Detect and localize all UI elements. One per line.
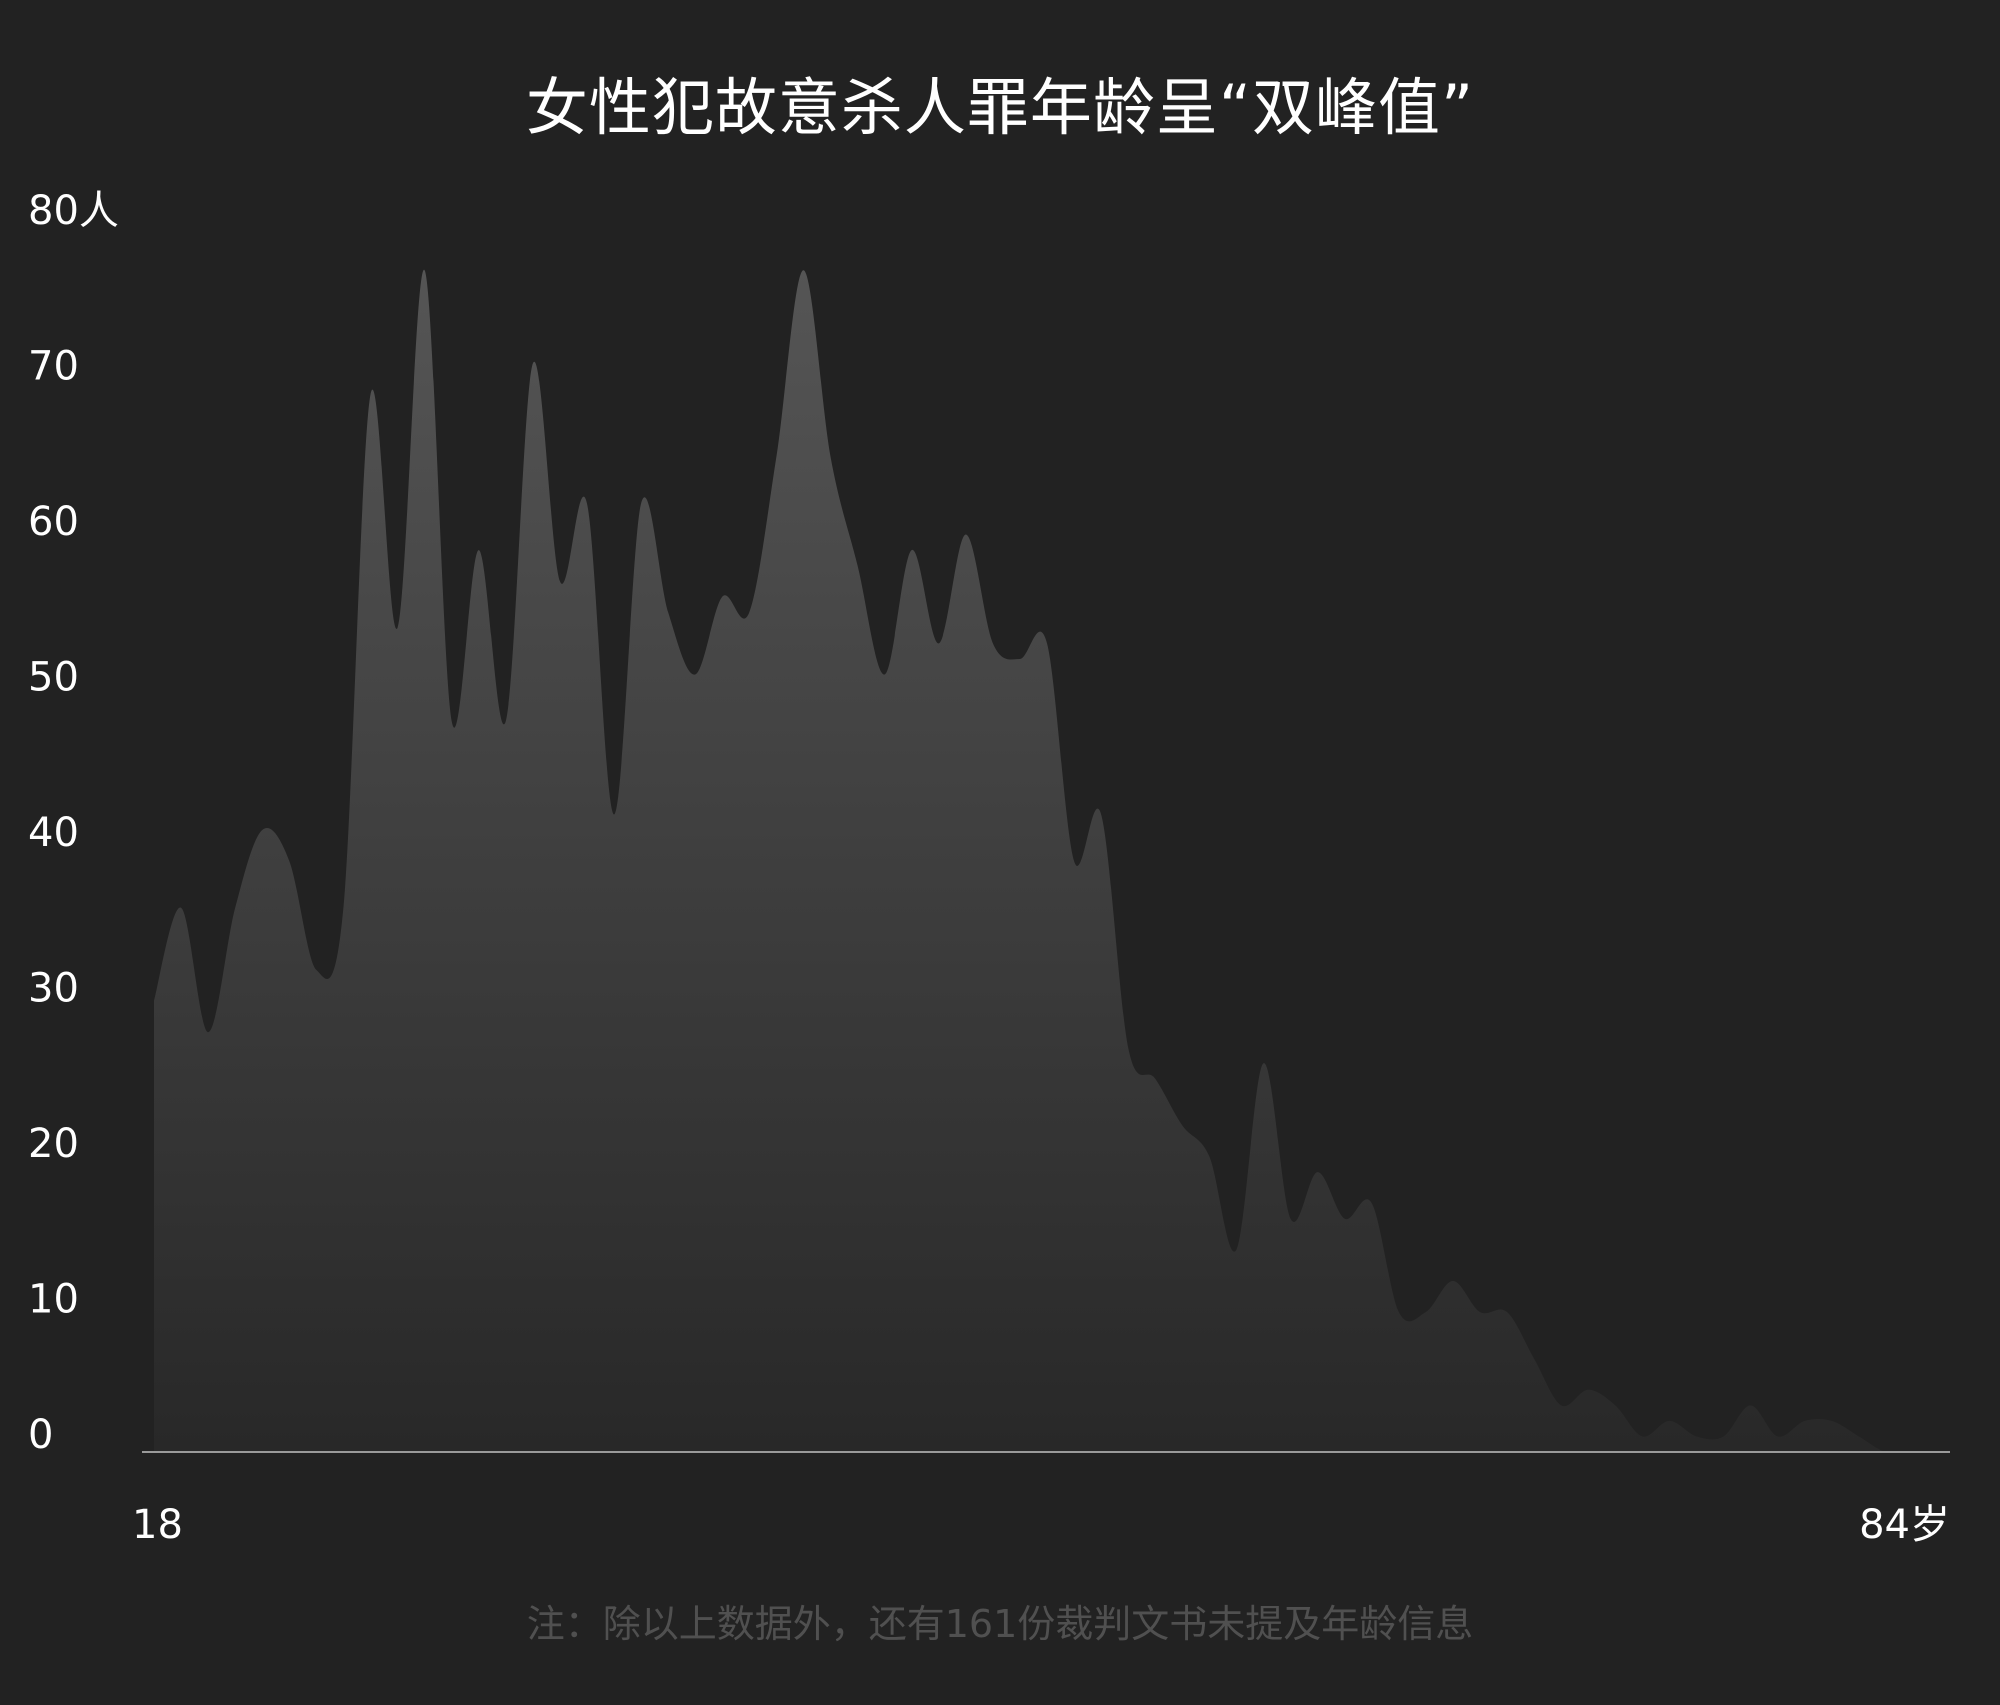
x-tick-label-start: 18 xyxy=(132,1502,183,1548)
y-tick-label-20: 20 xyxy=(28,1121,79,1167)
y-tick-label-70: 70 xyxy=(28,344,79,390)
chart-note: 注：除以上数据外，还有161份裁判文书未提及年龄信息 xyxy=(526,1602,1474,1646)
y-tick-label-80: 80人 xyxy=(28,188,119,234)
y-tick-label-10: 10 xyxy=(28,1277,79,1323)
y-tick-label-50: 50 xyxy=(28,655,79,701)
y-tick-label-40: 40 xyxy=(28,810,79,856)
x-tick-label-end: 84岁 xyxy=(1859,1502,1950,1548)
y-tick-label-60: 60 xyxy=(28,499,79,545)
age-count-area xyxy=(154,269,1940,1452)
y-tick-label-30: 30 xyxy=(28,966,79,1012)
y-tick-label-0: 0 xyxy=(28,1412,53,1458)
chart-title: 女性犯故意杀人罪年龄呈“双峰值” xyxy=(525,71,1475,144)
